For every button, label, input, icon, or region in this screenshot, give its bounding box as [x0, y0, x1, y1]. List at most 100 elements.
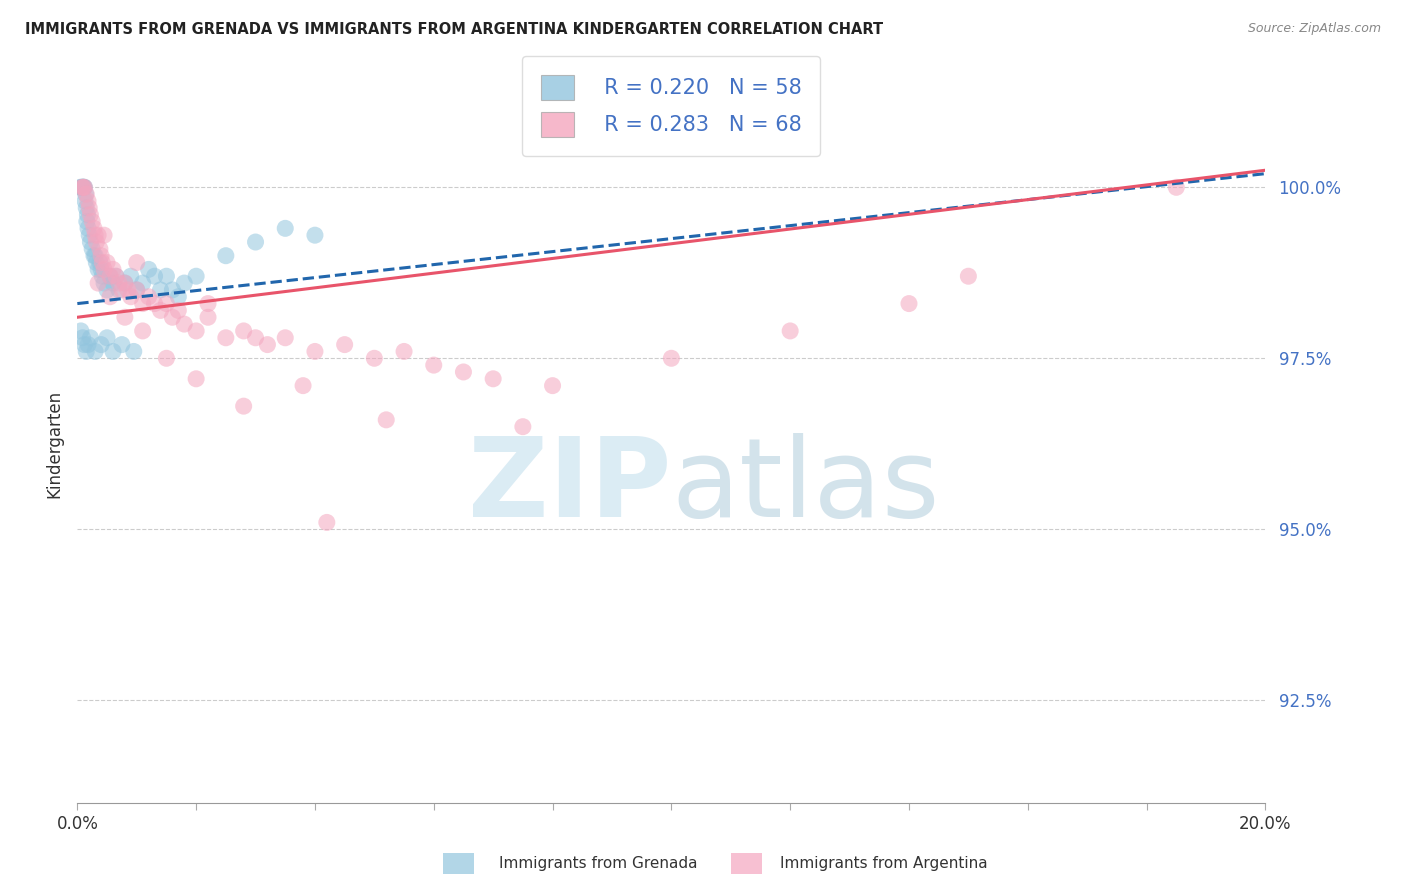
- Point: [73, 180, 96, 194]
- Point: [125, 283, 148, 297]
- Point: [304, 228, 326, 243]
- Point: [111, 337, 134, 351]
- Text: Immigrants from Argentina: Immigrants from Argentina: [780, 856, 988, 871]
- Point: [86, 255, 108, 269]
- Point: [90, 262, 112, 277]
- Point: [72, 180, 94, 194]
- Point: [114, 276, 136, 290]
- Point: [87, 228, 110, 243]
- Y-axis label: Kindergarten: Kindergarten: [45, 390, 63, 498]
- Point: [131, 296, 153, 310]
- Point: [173, 317, 195, 331]
- Point: [72, 180, 94, 194]
- Point: [82, 214, 104, 228]
- Point: [77, 337, 100, 351]
- Point: [138, 262, 160, 277]
- Point: [93, 276, 115, 290]
- Point: [90, 249, 112, 263]
- Point: [333, 337, 356, 351]
- Text: IMMIGRANTS FROM GRENADA VS IMMIGRANTS FROM ARGENTINA KINDERGARTEN CORRELATION CH: IMMIGRANTS FROM GRENADA VS IMMIGRANTS FR…: [25, 22, 883, 37]
- Point: [131, 276, 153, 290]
- Point: [101, 344, 124, 359]
- Point: [274, 221, 297, 235]
- Point: [120, 269, 142, 284]
- Point: [108, 276, 131, 290]
- Point: [75, 187, 97, 202]
- Point: [375, 413, 398, 427]
- Point: [186, 372, 208, 386]
- Point: [104, 269, 127, 284]
- Point: [186, 269, 208, 284]
- Point: [96, 255, 118, 269]
- Point: [77, 228, 100, 243]
- Point: [83, 221, 105, 235]
- Point: [90, 337, 112, 351]
- Point: [75, 344, 97, 359]
- Point: [69, 180, 91, 194]
- Point: [1166, 180, 1188, 194]
- Point: [155, 351, 177, 366]
- Point: [125, 255, 148, 269]
- Point: [89, 242, 111, 256]
- Text: ZIP: ZIP: [468, 434, 672, 541]
- Point: [70, 324, 93, 338]
- Point: [186, 324, 208, 338]
- Point: [143, 269, 166, 284]
- Point: [197, 310, 219, 325]
- Point: [661, 351, 683, 366]
- Point: [232, 399, 254, 413]
- Point: [392, 344, 415, 359]
- Point: [98, 269, 121, 284]
- Point: [122, 344, 145, 359]
- Point: [167, 290, 190, 304]
- Point: [155, 296, 177, 310]
- Point: [82, 242, 104, 256]
- Point: [304, 344, 326, 359]
- Point: [93, 228, 115, 243]
- Point: [162, 310, 184, 325]
- Point: [75, 201, 97, 215]
- Point: [138, 290, 160, 304]
- Point: [70, 180, 93, 194]
- Point: [453, 365, 475, 379]
- Point: [73, 194, 96, 208]
- Point: [84, 228, 107, 243]
- Point: [256, 337, 278, 351]
- Point: [232, 324, 254, 338]
- Point: [482, 372, 505, 386]
- Point: [245, 331, 267, 345]
- Point: [73, 180, 96, 194]
- Point: [76, 214, 98, 228]
- Point: [245, 235, 267, 249]
- Point: [315, 516, 337, 530]
- Point: [143, 296, 166, 310]
- Point: [779, 324, 801, 338]
- Point: [104, 269, 127, 284]
- Point: [423, 358, 446, 372]
- Point: [87, 262, 110, 277]
- Point: [101, 262, 124, 277]
- Point: [70, 180, 93, 194]
- Point: [162, 283, 184, 297]
- Point: [125, 283, 148, 297]
- Point: [117, 283, 139, 297]
- Point: [77, 201, 100, 215]
- Point: [79, 235, 101, 249]
- Point: [101, 276, 124, 290]
- Point: [96, 331, 118, 345]
- Point: [215, 249, 238, 263]
- Text: atlas: atlas: [672, 434, 939, 541]
- Point: [91, 255, 114, 269]
- Point: [541, 378, 564, 392]
- Point: [84, 344, 107, 359]
- Point: [173, 276, 195, 290]
- Point: [89, 255, 111, 269]
- Point: [73, 337, 96, 351]
- Point: [76, 208, 98, 222]
- Point: [83, 249, 105, 263]
- Point: [72, 180, 94, 194]
- Point: [72, 180, 94, 194]
- Point: [111, 283, 134, 297]
- Point: [84, 249, 107, 263]
- Point: [131, 324, 153, 338]
